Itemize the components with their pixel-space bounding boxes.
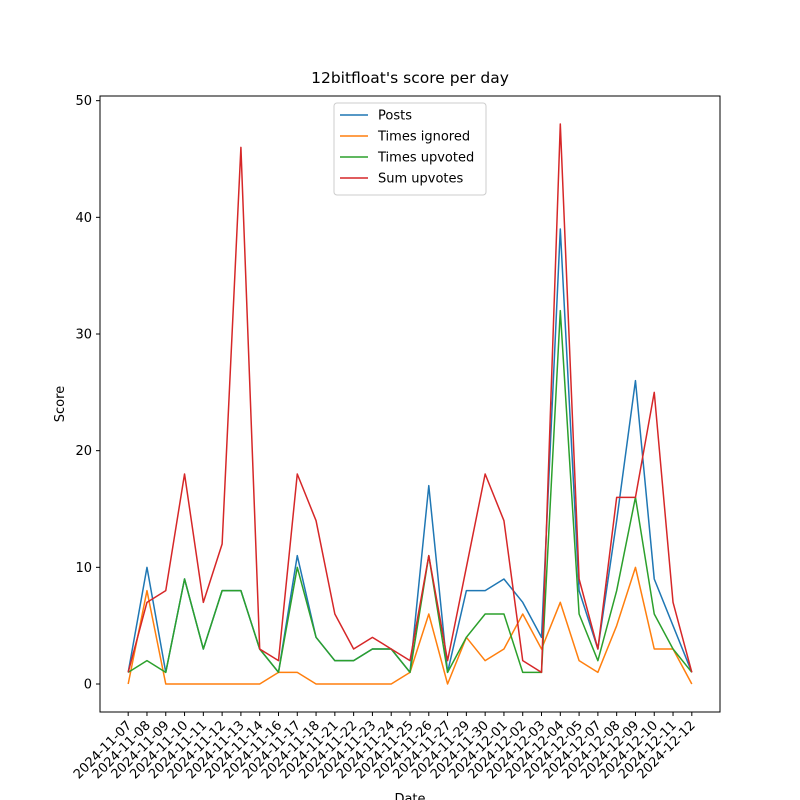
series-line <box>127 123 693 674</box>
legend-box <box>333 102 487 196</box>
plot-frame <box>99 95 721 713</box>
series-line <box>127 228 693 674</box>
legend: Posts Times ignored Times upvoted Sum upvot… <box>333 102 487 196</box>
y-tick-label: 20 <box>75 444 92 459</box>
legend-label: Posts <box>378 109 412 124</box>
y-tick-label: 10 <box>75 561 92 576</box>
legend-label: Times upvoted <box>377 151 474 166</box>
y-axis-label: Score <box>53 386 68 422</box>
x-axis-label: Date <box>394 792 425 800</box>
y-tick-label: 0 <box>84 678 92 693</box>
y-tick-label: 40 <box>75 211 92 226</box>
legend-label: Times ignored <box>377 130 470 145</box>
series-line <box>127 309 693 674</box>
legend-label: Sum upvotes <box>378 172 464 187</box>
chart-title: 12bitfloat's score per day <box>311 69 509 87</box>
y-tick-label: 30 <box>75 328 92 343</box>
y-tick-label: 50 <box>75 94 92 109</box>
